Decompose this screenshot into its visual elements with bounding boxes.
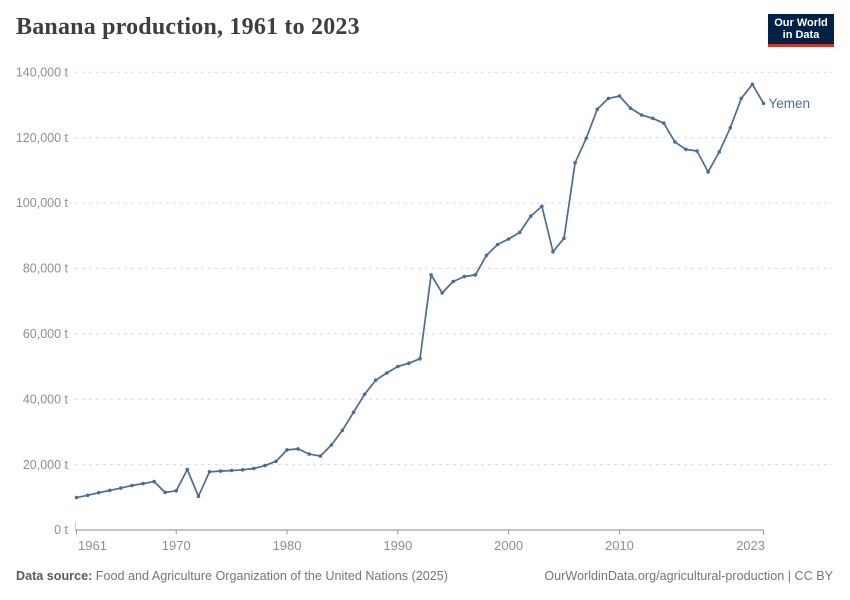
- data-point-2013[interactable]: [650, 116, 655, 121]
- data-point-1966[interactable]: [130, 483, 134, 488]
- data-point-1973[interactable]: [207, 470, 212, 474]
- x-tick-label: 2023: [736, 538, 765, 553]
- x-tick-label: 2010: [605, 538, 634, 553]
- data-point-1988[interactable]: [373, 378, 378, 383]
- data-point-1962[interactable]: [85, 493, 90, 498]
- data-point-2010[interactable]: [617, 94, 622, 98]
- data-point-2011[interactable]: [628, 106, 633, 110]
- data-point-1984[interactable]: [329, 443, 334, 447]
- data-point-1976[interactable]: [240, 468, 245, 472]
- y-tick-label: 80,000 t: [23, 262, 69, 276]
- data-point-1980[interactable]: [285, 448, 289, 452]
- data-point-2019[interactable]: [717, 150, 721, 154]
- data-point-2004[interactable]: [551, 249, 555, 254]
- y-tick-label: 100,000 t: [16, 196, 69, 210]
- data-point-1987[interactable]: [362, 392, 367, 397]
- owid-logo-line1: Our World: [774, 17, 828, 29]
- data-point-1977[interactable]: [252, 466, 256, 471]
- data-point-1963[interactable]: [96, 490, 101, 495]
- x-tick-label: 1980: [273, 538, 302, 553]
- gridlines: [75, 71, 832, 531]
- y-tick-label: 60,000 t: [23, 327, 69, 341]
- data-point-2018[interactable]: [706, 170, 710, 174]
- data-point-1995[interactable]: [451, 279, 456, 284]
- data-point-2020[interactable]: [728, 126, 733, 130]
- data-point-1989[interactable]: [385, 371, 389, 375]
- data-point-1970[interactable]: [174, 489, 178, 493]
- data-point-1996[interactable]: [462, 274, 467, 279]
- data-point-1982[interactable]: [307, 452, 312, 456]
- data-point-1990[interactable]: [396, 364, 400, 369]
- data-point-1981[interactable]: [296, 447, 300, 451]
- data-point-2017[interactable]: [695, 149, 699, 153]
- y-tick-label: 120,000 t: [16, 131, 69, 145]
- data-source-text: Food and Agriculture Organization of the…: [92, 569, 448, 583]
- data-point-2003[interactable]: [540, 204, 544, 209]
- data-point-1972[interactable]: [196, 494, 201, 499]
- data-point-1978[interactable]: [263, 463, 267, 468]
- data-point-1975[interactable]: [229, 468, 234, 473]
- data-source-label: Data source:: [16, 569, 93, 583]
- y-tick-label: 140,000 t: [16, 65, 69, 79]
- data-point-1985[interactable]: [340, 428, 345, 433]
- data-point-1974[interactable]: [218, 469, 223, 473]
- x-tick-label: 2000: [494, 538, 523, 553]
- data-point-1994[interactable]: [440, 291, 445, 295]
- x-axis-ticks: [76, 530, 764, 535]
- x-tick-label: 1961: [78, 538, 107, 553]
- x-axis-labels: 1961 1970 1980 1990 2000 2010 2023: [78, 538, 765, 553]
- page-title: Banana production, 1961 to 2023: [16, 14, 360, 40]
- data-point-2016[interactable]: [684, 147, 688, 152]
- data-point-1971[interactable]: [185, 467, 190, 472]
- data-point-1965[interactable]: [119, 486, 123, 490]
- data-point-1998[interactable]: [484, 253, 489, 258]
- x-tick-label: 1970: [162, 538, 191, 553]
- data-point-2022[interactable]: [750, 82, 755, 87]
- data-point-1986[interactable]: [351, 410, 356, 415]
- owid-logo[interactable]: Our World in Data: [768, 14, 834, 47]
- data-point-1991[interactable]: [407, 361, 411, 366]
- data-point-2006[interactable]: [573, 161, 577, 165]
- series-line-yemen: [75, 83, 765, 499]
- data-point-2002[interactable]: [529, 214, 533, 218]
- data-point-2007[interactable]: [584, 136, 588, 141]
- data-point-2005[interactable]: [562, 236, 566, 241]
- data-point-1968[interactable]: [152, 479, 156, 484]
- data-point-1961[interactable]: [74, 495, 79, 500]
- data-point-1967[interactable]: [141, 481, 145, 486]
- y-axis-labels: 0 t 20,000 t 40,000 t 60,000 t 80,000 t 100,0…: [16, 65, 69, 537]
- data-point-1969[interactable]: [163, 490, 167, 495]
- attribution-link[interactable]: OurWorldinData.org/agricultural-producti…: [544, 569, 833, 583]
- y-tick-label: 0 t: [54, 523, 68, 537]
- data-point-2014[interactable]: [662, 121, 666, 125]
- data-point-2012[interactable]: [639, 113, 644, 117]
- data-source-note: Data source: Food and Agriculture Organi…: [16, 569, 448, 583]
- data-point-2015[interactable]: [673, 140, 677, 144]
- data-point-2023[interactable]: [761, 101, 766, 106]
- data-point-1993[interactable]: [429, 273, 433, 277]
- y-tick-label: 40,000 t: [23, 392, 69, 406]
- data-point-1964[interactable]: [107, 488, 112, 493]
- data-point-2001[interactable]: [517, 230, 522, 235]
- owid-logo-line2: in Data: [782, 29, 820, 41]
- data-point-2008[interactable]: [595, 107, 600, 111]
- data-point-2021[interactable]: [739, 96, 744, 101]
- entity-label-yemen[interactable]: Yemen: [769, 96, 811, 111]
- data-point-1983[interactable]: [318, 454, 323, 458]
- chart-footer: Data source: Food and Agriculture Organi…: [0, 569, 850, 591]
- data-point-1992[interactable]: [418, 356, 422, 361]
- data-point-2009[interactable]: [606, 96, 611, 101]
- data-point-1999[interactable]: [495, 242, 500, 247]
- data-point-1979[interactable]: [274, 459, 278, 464]
- data-point-2000[interactable]: [506, 237, 511, 241]
- series-points-yemen: [74, 82, 766, 500]
- x-tick-label: 1990: [383, 538, 412, 553]
- y-tick-label: 20,000 t: [23, 458, 69, 472]
- data-point-1997[interactable]: [473, 273, 478, 277]
